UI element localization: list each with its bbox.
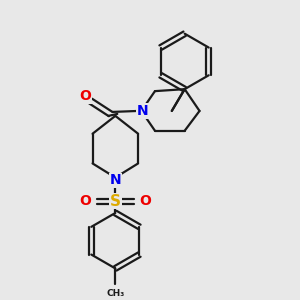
Text: S: S — [110, 194, 121, 208]
Text: CH₃: CH₃ — [106, 289, 124, 298]
Text: O: O — [80, 89, 92, 103]
Text: N: N — [136, 104, 148, 118]
Text: O: O — [80, 194, 92, 208]
Text: O: O — [139, 194, 151, 208]
Text: N: N — [110, 173, 121, 187]
